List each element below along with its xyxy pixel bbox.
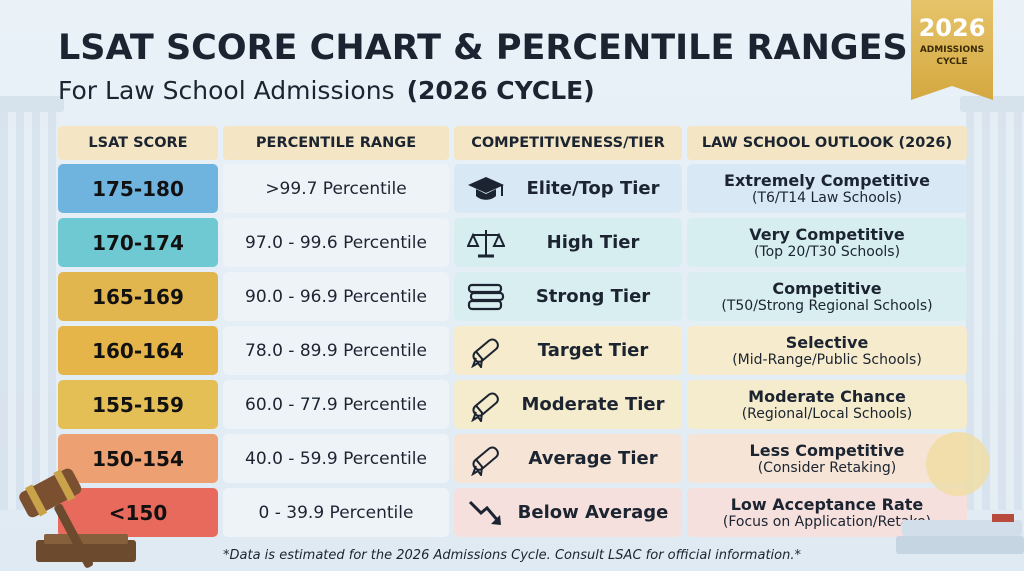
diploma-icon [466, 335, 506, 368]
admissions-cycle-badge: 2026 ADMISSIONS CYCLE [911, 0, 993, 100]
books-icon [466, 281, 506, 313]
header-competitiveness-tier: COMPETITIVENESS/TIER [454, 126, 682, 160]
outlook-detail: (T50/Strong Regional Schools) [721, 297, 933, 314]
outlook-detail: (T6/T14 Law Schools) [752, 189, 902, 206]
score-cell: <150 [58, 488, 218, 537]
outlook-cell: Selective (Mid-Range/Public Schools) [687, 326, 967, 375]
footnote: *Data is estimated for the 2026 Admissio… [223, 548, 801, 563]
score-cell: 175-180 [58, 164, 218, 213]
percentile-cell: 78.0 - 89.9 Percentile [223, 326, 449, 375]
lsat-score-table: LSAT SCORE PERCENTILE RANGE COMPETITIVEN… [58, 126, 968, 542]
tier-label: Average Tier [528, 448, 658, 469]
tier-label: Target Tier [537, 340, 649, 361]
score-cell: 165-169 [58, 272, 218, 321]
outlook-detail: (Consider Retaking) [757, 459, 897, 476]
globe-books-icon [896, 432, 1024, 554]
outlook-heading: Moderate Chance [748, 386, 906, 406]
tier-cell: Below Average [454, 488, 682, 537]
subtitle-text: For Law School Admissions [58, 76, 395, 105]
outlook-cell: Competitive (T50/Strong Regional Schools) [687, 272, 967, 321]
tier-cell: High Tier [454, 218, 682, 267]
graduation-cap-icon [466, 173, 506, 205]
percentile-cell: >99.7 Percentile [223, 164, 449, 213]
table-row: 150-154 40.0 - 59.9 Percentile Average Tie… [58, 434, 968, 483]
percentile-cell: 60.0 - 77.9 Percentile [223, 380, 449, 429]
gavel-icon [19, 468, 136, 568]
header-lsat-score: LSAT SCORE [58, 126, 218, 160]
subtitle-cycle: (2026 CYCLE) [406, 76, 595, 105]
tier-cell: Target Tier [454, 326, 682, 375]
outlook-cell: Less Competitive (Consider Retaking) [687, 434, 967, 483]
outlook-detail: (Mid-Range/Public Schools) [732, 351, 922, 368]
page-subtitle: For Law School Admissions (2026 CYCLE) [58, 76, 595, 105]
tier-label: Elite/Top Tier [526, 178, 660, 199]
score-cell: 155-159 [58, 380, 218, 429]
table-row: <150 0 - 39.9 Percentile Below Average Low … [58, 488, 968, 537]
table-row: 160-164 78.0 - 89.9 Percentile Target Tier… [58, 326, 968, 375]
table-row: 170-174 97.0 - 99.6 Percentile High Tier Ve… [58, 218, 968, 267]
diploma-icon [466, 389, 506, 422]
tier-cell: Moderate Tier [454, 380, 682, 429]
badge-label-1: ADMISSIONS [919, 45, 985, 55]
score-cell: 150-154 [58, 434, 218, 483]
table-header-row: LSAT SCORE PERCENTILE RANGE COMPETITIVEN… [58, 126, 968, 160]
outlook-detail: (Top 20/T30 Schools) [753, 243, 901, 260]
background-column-left [0, 96, 64, 510]
percentile-cell: 0 - 39.9 Percentile [223, 488, 449, 537]
tier-label: Below Average [517, 502, 669, 523]
outlook-heading: Low Acceptance Rate [730, 494, 924, 514]
table-row: 175-180 >99.7 Percentile Elite/Top Tier Ext… [58, 164, 968, 213]
header-law-school-outlook: LAW SCHOOL OUTLOOK (2026) [687, 126, 967, 160]
tier-cell: Strong Tier [454, 272, 682, 321]
diploma-icon [466, 443, 506, 476]
outlook-heading: Very Competitive [749, 224, 905, 244]
table-row: 165-169 90.0 - 96.9 Percentile Strong Tier… [58, 272, 968, 321]
outlook-cell: Very Competitive (Top 20/T30 Schools) [687, 218, 967, 267]
trend-down-icon [466, 497, 506, 529]
percentile-cell: 40.0 - 59.9 Percentile [223, 434, 449, 483]
outlook-heading: Competitive [772, 278, 882, 298]
header-percentile-range: PERCENTILE RANGE [223, 126, 449, 160]
scales-icon [466, 227, 506, 259]
percentile-cell: 90.0 - 96.9 Percentile [223, 272, 449, 321]
outlook-cell: Extremely Competitive (T6/T14 Law Schools… [687, 164, 967, 213]
table-row: 155-159 60.0 - 77.9 Percentile Moderate Ti… [58, 380, 968, 429]
outlook-heading: Less Competitive [749, 440, 905, 460]
score-cell: 170-174 [58, 218, 218, 267]
outlook-cell: Low Acceptance Rate (Focus on Application… [687, 488, 967, 537]
outlook-cell: Moderate Chance (Regional/Local Schools) [687, 380, 967, 429]
badge-year: 2026 [918, 14, 986, 42]
tier-label: Strong Tier [535, 286, 651, 307]
percentile-cell: 97.0 - 99.6 Percentile [223, 218, 449, 267]
tier-label: High Tier [546, 232, 640, 253]
outlook-detail: (Regional/Local Schools) [741, 405, 913, 422]
outlook-heading: Selective [785, 332, 869, 352]
tier-cell: Average Tier [454, 434, 682, 483]
tier-label: Moderate Tier [521, 394, 665, 415]
outlook-detail: (Focus on Application/Retake) [722, 513, 932, 530]
tier-cell: Elite/Top Tier [454, 164, 682, 213]
outlook-heading: Extremely Competitive [724, 170, 930, 190]
page-title: LSAT SCORE CHART & PERCENTILE RANGES [58, 28, 908, 68]
badge-label-2: CYCLE [936, 57, 968, 67]
score-cell: 160-164 [58, 326, 218, 375]
